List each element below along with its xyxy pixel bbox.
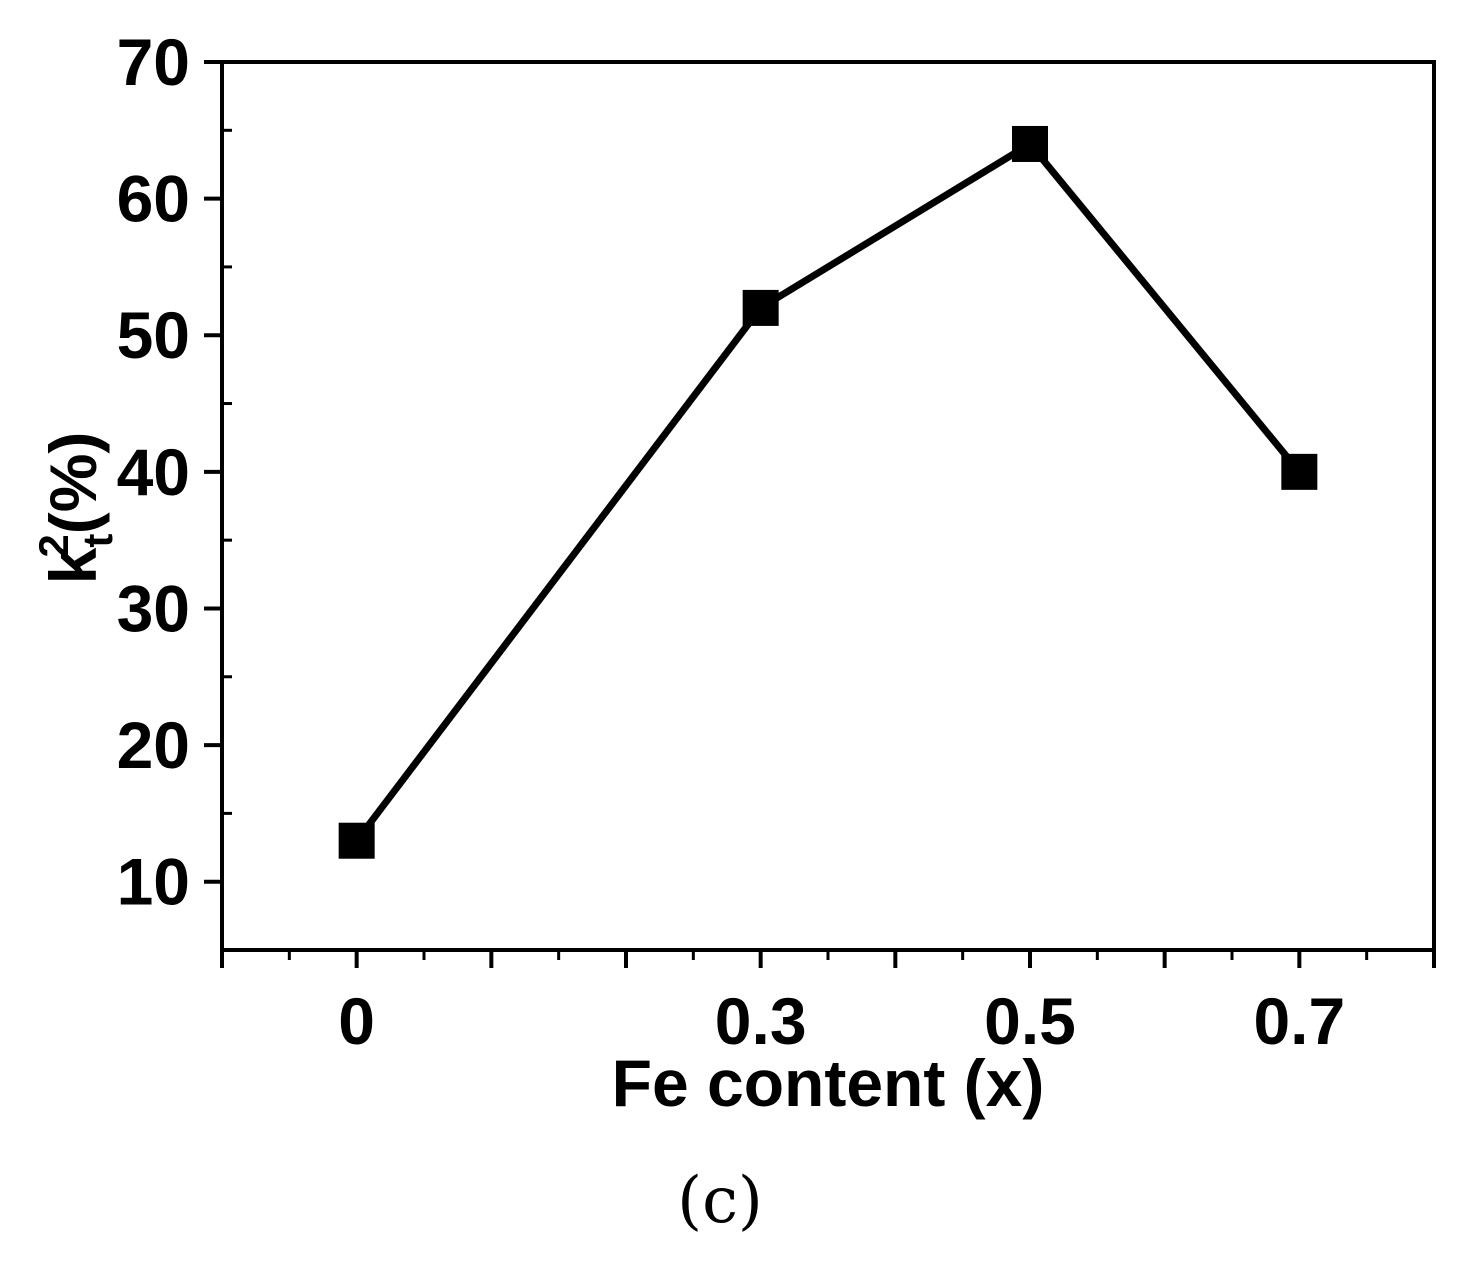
y-axis-label-suffix: (%) (36, 432, 110, 535)
series-line-segment (758, 140, 1032, 311)
data-point-marker (1281, 453, 1318, 490)
series-markers (338, 125, 1318, 859)
plot-frame (220, 60, 1436, 952)
y-tick-label: 70 (117, 25, 190, 99)
y-axis-tick-labels: 10 20 30 40 50 60 70 (117, 25, 190, 919)
y-axis-label: kt2(%) (30, 432, 121, 585)
x-axis-ticks (220, 950, 1436, 968)
y-axis-label-superscript: 2 (30, 534, 77, 557)
y-tick-label: 10 (117, 845, 190, 919)
y-axis-label-subscript: t (74, 534, 121, 548)
y-tick-label: 60 (117, 162, 190, 236)
series-line-segment (353, 305, 764, 843)
y-tick-label: 20 (117, 708, 190, 782)
data-point-marker (338, 822, 375, 859)
panel-label: (c) (677, 1164, 763, 1238)
data-point-marker (742, 289, 779, 326)
data-point-marker (1012, 125, 1048, 162)
x-axis-tick-labels: 0 0.3 0.5 0.7 (338, 984, 1345, 1058)
y-tick-label: 30 (117, 571, 190, 645)
y-tick-label: 40 (117, 435, 190, 509)
x-tick-label: 0.7 (1253, 984, 1345, 1058)
y-tick-label: 50 (117, 298, 190, 372)
series-line-segment (1027, 141, 1303, 475)
x-tick-label: 0 (338, 984, 375, 1058)
x-tick-label: 0.3 (715, 984, 807, 1058)
series-lines (353, 140, 1303, 843)
y-axis-label-base: k (36, 547, 110, 584)
y-axis-ticks (204, 60, 232, 952)
x-tick-label: 0.5 (984, 984, 1076, 1058)
x-axis-label: Fe content (x) (612, 1046, 1045, 1120)
